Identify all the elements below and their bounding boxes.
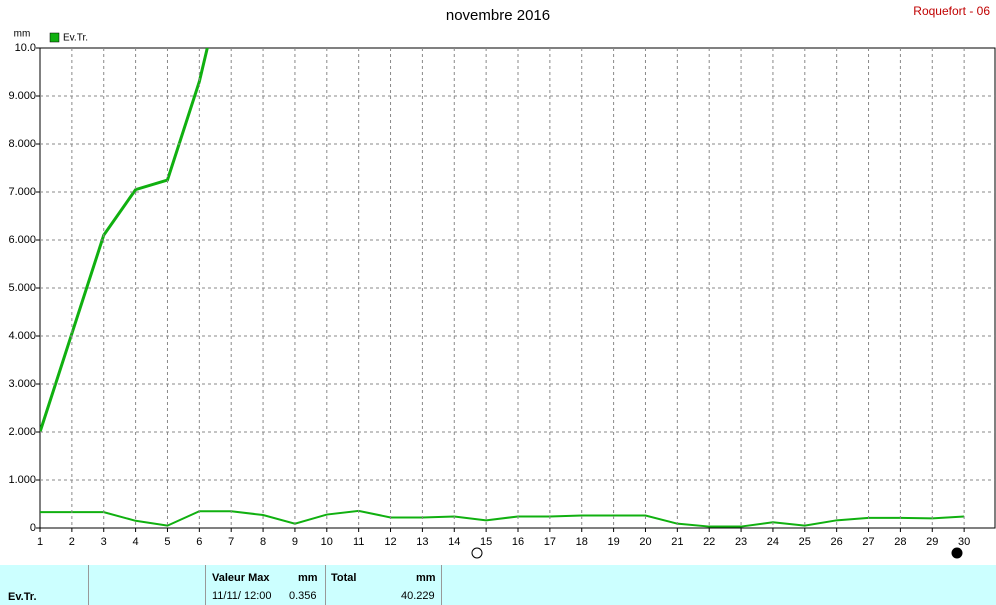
y-tick-label: 2.000 [8, 426, 36, 438]
y-tick-label: 7.000 [8, 186, 36, 198]
x-tick-label: 23 [735, 536, 747, 548]
total-unit: mm [416, 572, 436, 584]
max-title: Valeur Max [212, 572, 270, 584]
x-tick-label: 18 [576, 536, 588, 548]
x-tick-label: 12 [384, 536, 396, 548]
moon-full [951, 547, 963, 559]
x-tick-label: 6 [196, 536, 202, 548]
moon-new [471, 547, 483, 559]
y-unit: mm [14, 29, 31, 40]
x-tick-label: 25 [799, 536, 811, 548]
x-tick-label: 4 [133, 536, 139, 548]
line [40, 48, 209, 433]
x-tick-label: 15 [480, 536, 492, 548]
y-tick-label: 6.000 [8, 234, 36, 246]
y-tick-label: 3.000 [8, 378, 36, 390]
footer-label: Ev.Tr. [8, 591, 37, 603]
legend-label: Ev.Tr. [63, 33, 88, 44]
x-tick-label: 2 [69, 536, 75, 548]
x-tick-label: 13 [416, 536, 428, 548]
x-tick-label: 20 [639, 536, 651, 548]
y-tick-label: 5.000 [8, 282, 36, 294]
x-tick-label: 22 [703, 536, 715, 548]
x-tick-label: 26 [831, 536, 843, 548]
y-tick-label: 8.000 [8, 138, 36, 150]
x-tick-label: 24 [767, 536, 779, 548]
legend-swatch [49, 32, 60, 43]
x-tick-label: 1 [37, 536, 43, 548]
x-tick-label: 10 [321, 536, 333, 548]
x-tick-label: 29 [926, 536, 938, 548]
x-tick-label: 21 [671, 536, 683, 548]
total-value: 40.229 [401, 590, 435, 602]
x-tick-label: 16 [512, 536, 524, 548]
y-tick-label: 4.000 [8, 330, 36, 342]
y-tick-label: 10.0 [15, 42, 36, 54]
x-tick-label: 28 [894, 536, 906, 548]
x-tick-label: 27 [862, 536, 874, 548]
line [40, 509, 965, 528]
x-tick-label: 17 [544, 536, 556, 548]
x-tick-label: 19 [607, 536, 619, 548]
x-tick-label: 5 [164, 536, 170, 548]
y-tick-label: 0 [30, 522, 36, 534]
chart: novembre 2016 Roquefort - 06 mm 0 1.000 2.… [8, 4, 996, 559]
location: Roquefort - 06 [913, 4, 990, 18]
x-tick-label: 7 [228, 536, 234, 548]
max-date: 11/11/ 12:00 [212, 590, 272, 602]
footer: Ev.Tr. Valeur Max mm 11/11/ 12:00 0.356 … [0, 565, 996, 605]
x-tick-label: 8 [260, 536, 266, 548]
x-tick-label: 3 [101, 536, 107, 548]
chart-title: novembre 2016 [446, 7, 550, 24]
max-value: 0.356 [289, 590, 317, 602]
x-tick-label: 14 [448, 536, 460, 548]
total-title: Total [331, 572, 357, 584]
x-tick-label: 11 [353, 536, 364, 548]
x-tick-label: 9 [292, 536, 298, 548]
y-tick-label: 1.000 [8, 474, 36, 486]
x-tick-label: 30 [958, 536, 970, 548]
y-tick-label: 9.000 [8, 90, 36, 102]
max-unit: mm [298, 572, 318, 584]
